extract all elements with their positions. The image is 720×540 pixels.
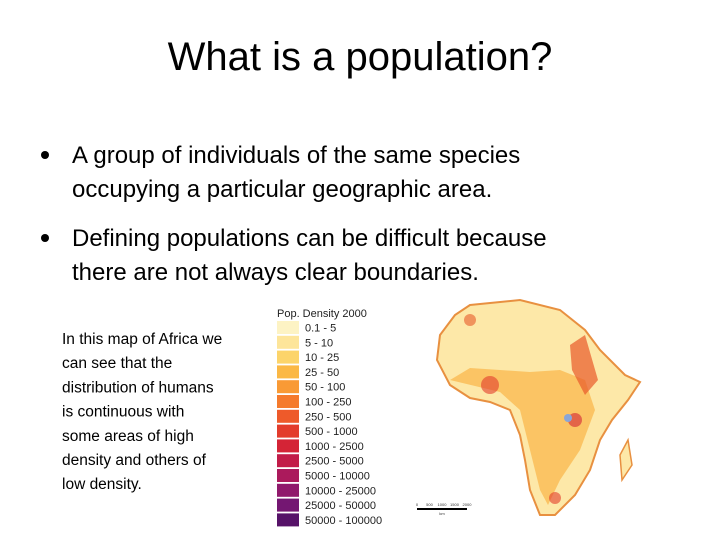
- legend-swatch: [277, 395, 299, 408]
- dense-spot: [464, 314, 476, 326]
- legend-label: 5 - 10: [305, 337, 333, 349]
- legend-swatch: [277, 380, 299, 394]
- legend-swatch: [277, 409, 299, 423]
- scale-label: 1500: [450, 502, 460, 507]
- dense-spot: [549, 492, 561, 504]
- scale-label: 1000: [438, 502, 448, 507]
- scale-label: 500: [426, 502, 433, 507]
- caption-line: In this map of Africa we: [62, 331, 222, 348]
- scale-label: 2000: [463, 502, 473, 507]
- caption: In this map of Africa we can see that the…: [62, 331, 222, 493]
- map-figure: Pop. Density 2000 0.1 - 5 5 - 10 10 - 25 25…: [258, 297, 648, 527]
- caption-line: density and others of: [62, 452, 207, 469]
- legend-swatch: [277, 469, 299, 482]
- legend-label: 250 - 500: [305, 411, 351, 423]
- legend-swatch: [277, 439, 299, 453]
- caption-line: some areas of high: [62, 428, 194, 445]
- legend-swatch: [277, 513, 299, 527]
- legend-label: 5000 - 10000: [305, 471, 370, 483]
- legend-label: 100 - 250: [305, 397, 351, 409]
- legend-swatch: [277, 335, 299, 349]
- caption-line: can see that the: [62, 355, 172, 372]
- legend-label: 10 - 25: [305, 352, 339, 364]
- scale-bar: 0 500 1000 1500 2000 km: [416, 502, 472, 516]
- legend-swatch: [277, 498, 299, 512]
- legend-label: 50 - 100: [305, 382, 345, 394]
- legend-swatch: [277, 454, 299, 468]
- legend-title: Pop. Density 2000: [277, 308, 367, 320]
- legend-label: 500 - 1000: [305, 426, 358, 438]
- legend-label: 10000 - 25000: [305, 485, 376, 497]
- legend-swatch: [277, 365, 299, 379]
- caption-line: distribution of humans: [62, 379, 214, 396]
- madagascar: [619, 437, 633, 483]
- bullet-text: Defining populations can be difficult be…: [72, 225, 547, 252]
- legend-label: 25 - 50: [305, 367, 339, 379]
- scale-unit: km: [439, 511, 445, 516]
- legend: 0.1 - 5 5 - 10 10 - 25 25 - 50 50 - 100 100 -…: [277, 321, 382, 527]
- dense-region: [450, 368, 595, 505]
- legend-swatch: [277, 321, 299, 334]
- legend-swatch: [277, 483, 299, 497]
- caption-line: low density.: [62, 476, 142, 493]
- slide-title: What is a population?: [168, 35, 553, 79]
- bullet-text: there are not always clear boundaries.: [72, 259, 479, 286]
- bullet-text: occupying a particular geographic area.: [72, 176, 492, 203]
- legend-label: 0.1 - 5: [305, 323, 336, 335]
- lake: [564, 414, 572, 422]
- legend-label: 50000 - 100000: [305, 515, 382, 527]
- legend-label: 2500 - 5000: [305, 456, 364, 468]
- bullet-list: A group of individuals of the same speci…: [41, 142, 547, 286]
- legend-label: 25000 - 50000: [305, 500, 376, 512]
- scale-line: [417, 508, 467, 510]
- dense-spot: [481, 376, 499, 394]
- scale-label: 0: [416, 502, 419, 507]
- legend-swatch: [277, 350, 299, 364]
- bullet-text: A group of individuals of the same speci…: [72, 142, 520, 169]
- caption-line: is continuous with: [62, 404, 184, 421]
- africa-map: [435, 298, 642, 516]
- bullet-dot: [41, 234, 49, 242]
- legend-swatch: [277, 424, 299, 438]
- bullet-dot: [41, 151, 49, 159]
- nile-valley: [570, 335, 598, 395]
- legend-label: 1000 - 2500: [305, 441, 364, 453]
